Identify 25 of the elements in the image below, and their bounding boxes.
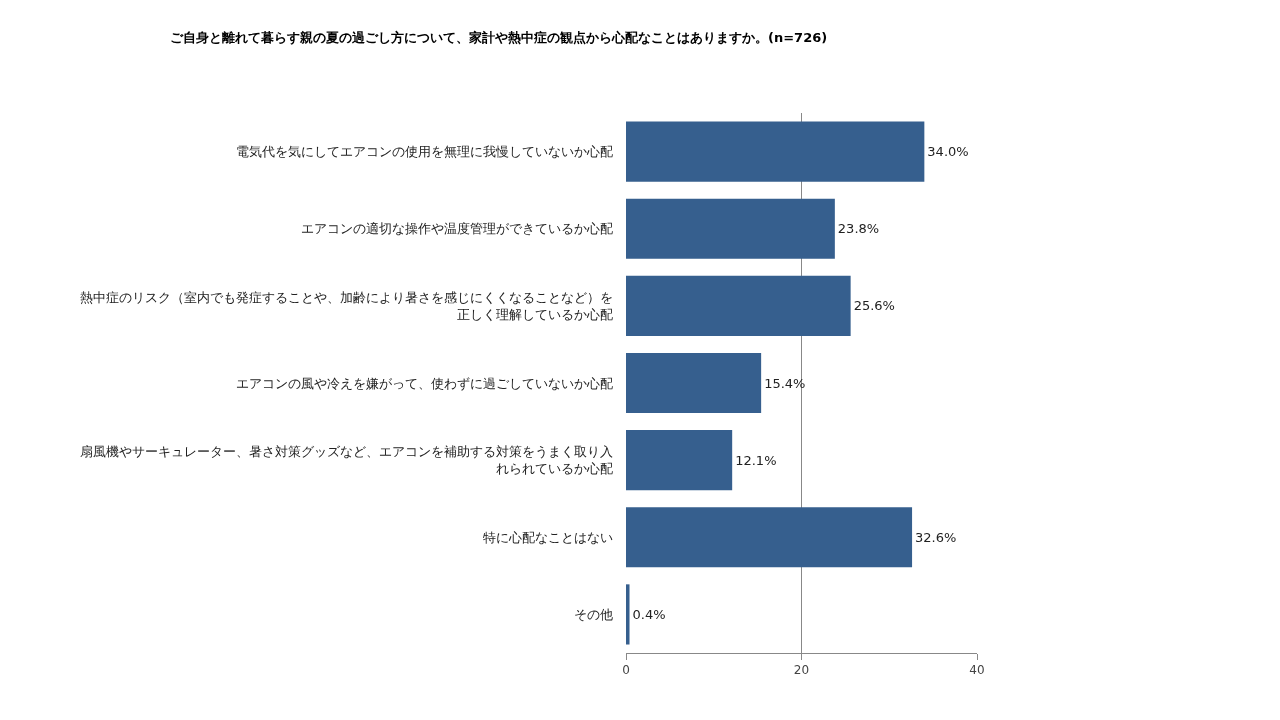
bar <box>626 507 913 568</box>
bar <box>626 198 835 259</box>
bar <box>626 352 762 414</box>
y-tick-label: 電気代を気にしてエアコンの使用を無理に我慢していないか心配 <box>236 144 613 160</box>
data-label: 12.1% <box>735 452 777 468</box>
y-tick-label: 特に心配なことはない <box>483 529 613 545</box>
data-label: 0.4% <box>632 606 666 622</box>
y-tick-label: 熱中症のリスク（室内でも発症することや、加齢により暑さを感じにくくなることなど）を正しく理解しているか心配 <box>80 289 613 322</box>
data-label: 32.6% <box>915 529 957 545</box>
data-label: 34.0% <box>927 144 969 160</box>
x-tick-label: 20 <box>793 663 810 678</box>
data-label: 23.8% <box>837 221 880 237</box>
text: ご自身と離れて暮らす親の夏の過ごし方について、家計や熱中症の観点から心配なことはありますか。(n=726) <box>170 29 828 45</box>
y-tick-label: エアコンの風や冷えを嫌がって、使わずに過ごしていないか心配 <box>236 375 613 391</box>
y-tick-label: エアコンの適切な操作や温度管理ができているか心配 <box>301 221 613 237</box>
data-label: 15.4% <box>764 375 806 391</box>
x-tick-label: 0 <box>622 663 630 678</box>
bar <box>626 584 630 645</box>
bar <box>626 121 925 182</box>
y-tick-label: 扇風機やサーキュレーター、暑さ対策グッズなど、エアコンを補助する対策をうまく取り入れられているか心配 <box>80 444 613 477</box>
data-label: 25.6% <box>853 298 895 314</box>
y-tick-label: その他 <box>574 606 613 622</box>
x-tick-label: 40 <box>969 663 985 678</box>
bar <box>626 430 733 491</box>
bar <box>626 275 851 336</box>
